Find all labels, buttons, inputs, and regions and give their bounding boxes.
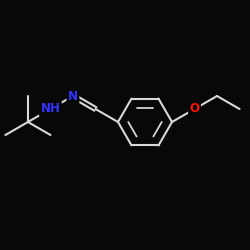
- Text: NH: NH: [40, 102, 60, 116]
- Text: N: N: [68, 90, 78, 102]
- Text: O: O: [190, 102, 200, 116]
